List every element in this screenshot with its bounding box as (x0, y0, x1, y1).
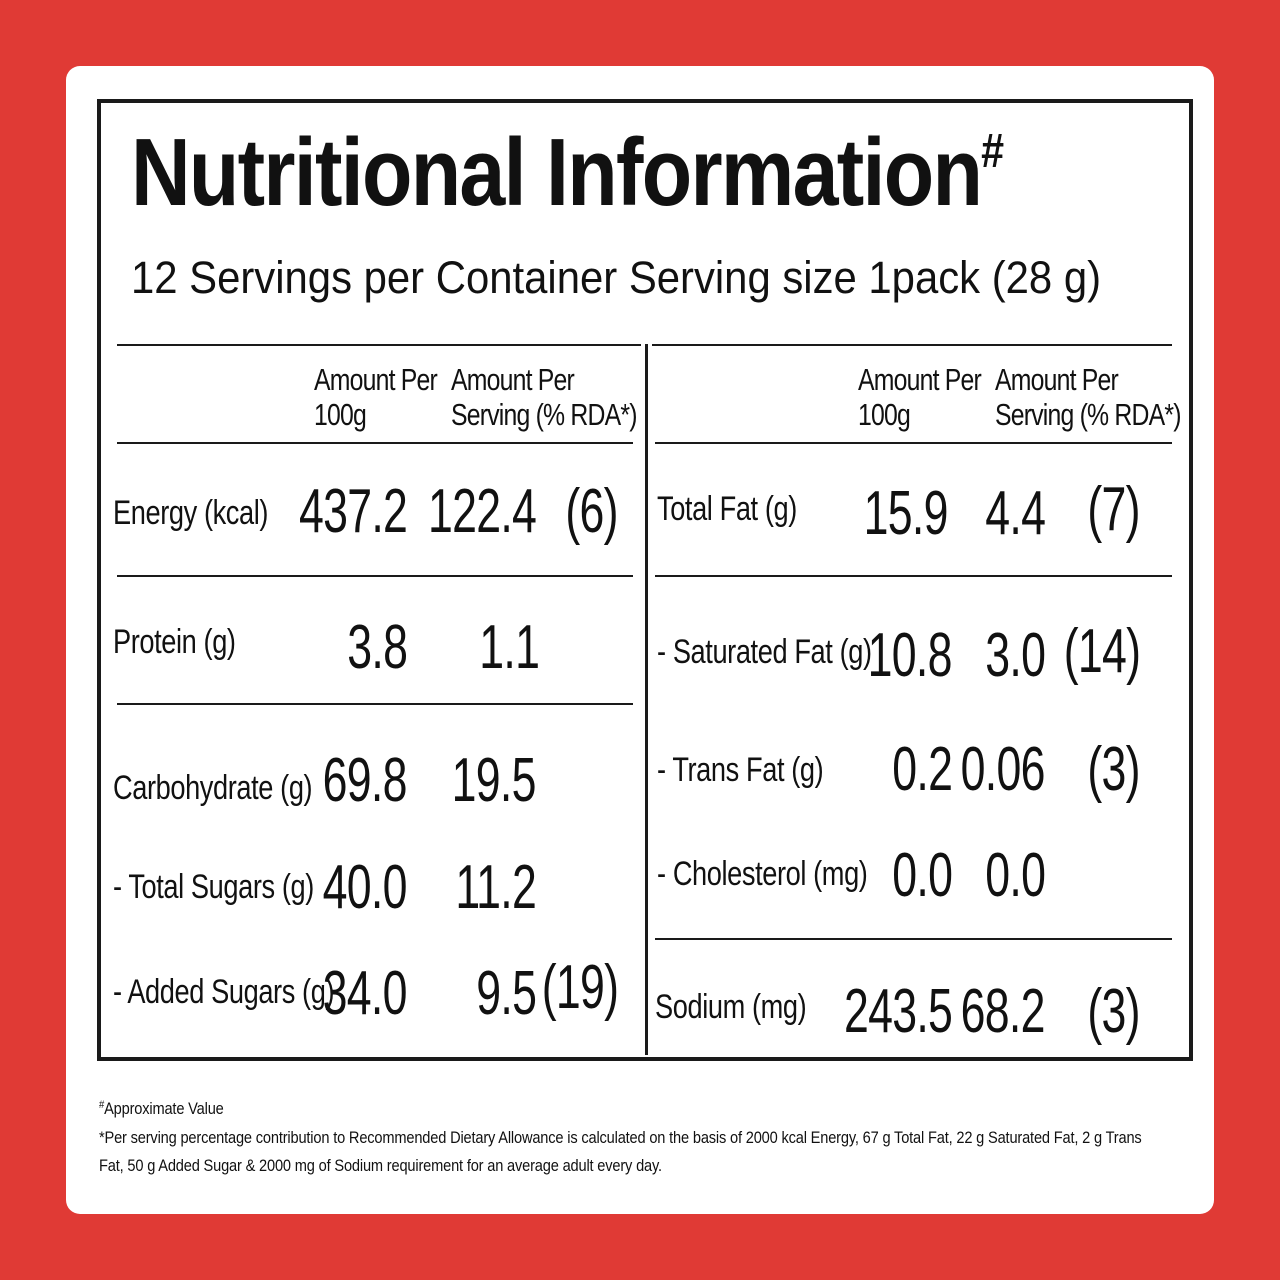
value-protein-per100: 3.8 (347, 613, 408, 682)
value-saturated-fat-rda: (14) (1063, 617, 1140, 686)
serving-info: 12 Servings per Container Serving size 1… (131, 252, 1102, 303)
value-trans-fat-rda: (3) (1087, 735, 1141, 804)
value-carbohydrate-per-serving: 19.5 (451, 746, 537, 815)
value-trans-fat-per-serving: 0.06 (960, 735, 1046, 804)
row-label-total-sugars: - Total Sugars (g) (113, 868, 314, 906)
value-added-sugars-per100: 34.0 (322, 959, 408, 1028)
header-per-serving: Amount Per Serving (% RDA*) (995, 362, 1181, 432)
panel-title: Nutritional Information# (131, 119, 1004, 226)
row-label-trans-fat: - Trans Fat (g) (657, 751, 824, 789)
rule (655, 938, 1172, 940)
value-sodium-rda: (3) (1087, 977, 1141, 1046)
value-saturated-fat-per-serving: 3.0 (985, 621, 1046, 690)
rule (655, 442, 1172, 444)
value-total-sugars-per100: 40.0 (322, 853, 408, 922)
value-saturated-fat-per100: 10.8 (867, 621, 953, 690)
label-card (66, 66, 1214, 1214)
header-per-100g: Amount Per 100g (314, 362, 438, 432)
value-added-sugars-rda: (19) (541, 953, 618, 1022)
value-trans-fat-per100: 0.2 (892, 735, 953, 804)
rule (655, 575, 1172, 577)
value-added-sugars-per-serving: 9.5 (476, 959, 537, 1028)
footnote-approximate: #Approximate Value (99, 1099, 224, 1118)
rule (117, 344, 641, 346)
row-label-cholesterol: - Cholesterol (mg) (657, 855, 868, 893)
header-per-100g: Amount Per 100g (858, 362, 982, 432)
value-cholesterol-per-serving: 0.0 (985, 841, 1046, 910)
value-total-fat-per-serving: 4.4 (985, 479, 1046, 548)
value-total-fat-per100: 15.9 (863, 479, 949, 548)
value-total-fat-rda: (7) (1087, 475, 1141, 544)
row-label-protein: Protein (g) (113, 623, 236, 661)
value-cholesterol-per100: 0.0 (892, 841, 953, 910)
row-label-saturated-fat: - Saturated Fat (g) (657, 633, 872, 671)
rule (117, 703, 633, 705)
footnote-rda-line-2: Fat, 50 g Added Sugar & 2000 mg of Sodiu… (99, 1156, 662, 1175)
rule (652, 344, 1172, 346)
row-label-sodium: Sodium (mg) (655, 988, 807, 1026)
row-label-energy: Energy (kcal) (113, 494, 269, 532)
value-total-sugars-per-serving: 11.2 (455, 853, 536, 922)
value-energy-rda: (6) (565, 477, 619, 546)
value-energy-per100: 437.2 (298, 477, 408, 546)
value-energy-per-serving: 122.4 (427, 477, 537, 546)
row-label-added-sugars: - Added Sugars (g) (113, 973, 335, 1011)
value-sodium-per100: 243.5 (843, 977, 953, 1046)
rule (117, 575, 633, 577)
value-sodium-per-serving: 68.2 (960, 977, 1046, 1046)
value-carbohydrate-per100: 69.8 (322, 746, 408, 815)
header-per-serving: Amount Per Serving (% RDA*) (451, 362, 637, 432)
row-label-carbohydrate: Carbohydrate (g) (113, 769, 313, 807)
value-protein-per-serving: 1.1 (479, 613, 540, 682)
column-divider (645, 344, 648, 1055)
footnote-rda-line-1: *Per serving percentage contribution to … (99, 1128, 1142, 1147)
rule (117, 442, 633, 444)
row-label-total-fat: Total Fat (g) (657, 490, 797, 528)
nutrition-panel (97, 99, 1193, 1061)
title-footnote-mark: # (981, 125, 1004, 178)
